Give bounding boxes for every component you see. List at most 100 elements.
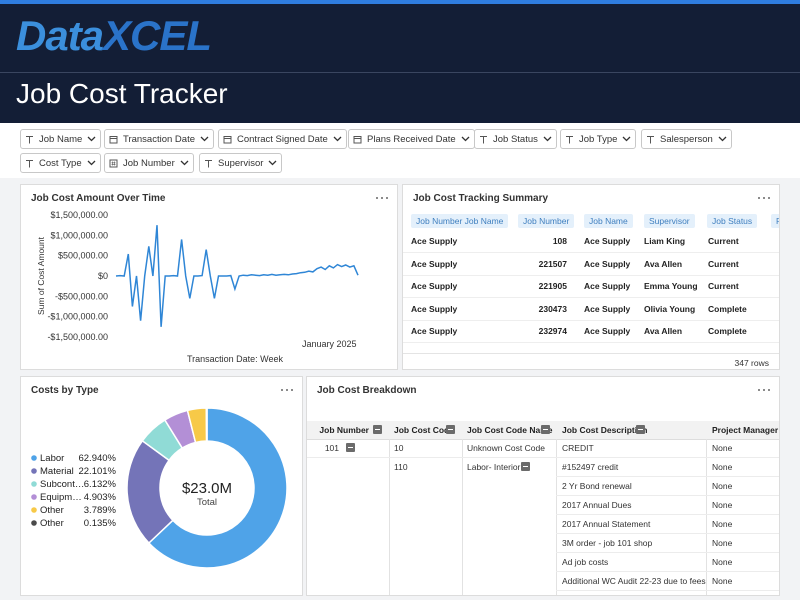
chevron <box>87 160 96 166</box>
collapse-icon[interactable] <box>346 443 355 452</box>
filter-chip[interactable]: Salesperson <box>641 129 732 149</box>
menu-dot <box>758 197 760 199</box>
menu-dot <box>381 197 383 199</box>
chevron <box>87 136 96 142</box>
data-line <box>115 225 359 327</box>
more-menu[interactable] <box>757 195 771 201</box>
table-cell: 2017 Annual Dues <box>562 500 632 510</box>
filter-icon <box>205 159 212 167</box>
center-value: $23.0M <box>182 480 232 497</box>
header: DataXCEL Job Cost Tracker <box>0 0 800 123</box>
more-menu[interactable] <box>375 195 389 201</box>
menu-dot <box>763 389 765 391</box>
legend-swatch <box>31 494 37 500</box>
filter-chip[interactable]: Supervisor <box>199 153 283 173</box>
table-cell: Ace Supply <box>411 303 458 314</box>
column-header[interactable]: Job Number <box>518 214 575 228</box>
y-tick-label: -$500,000.00 <box>55 291 108 301</box>
filter-chip[interactable]: Transaction Date <box>104 129 214 149</box>
x-axis-title: Transaction Date: Week <box>187 354 284 364</box>
chevron <box>333 136 342 142</box>
legend-swatch <box>31 481 37 487</box>
collapse-icon[interactable] <box>521 462 530 471</box>
filter-chip[interactable]: Cost Type <box>20 153 101 173</box>
column-divider <box>556 439 557 595</box>
icon-shape <box>543 136 552 142</box>
chevron <box>622 136 631 142</box>
collapse-icon[interactable] <box>541 425 550 434</box>
legend-label: Subcont… <box>40 479 84 490</box>
column-header[interactable]: Job Status <box>707 214 758 228</box>
filter-icon <box>109 159 118 167</box>
filter-label: Job Type <box>579 133 618 145</box>
panel: Job Cost Amount Over Time $1,500,000.00 $… <box>20 184 398 370</box>
table-cell: None <box>712 519 733 529</box>
icon-shape <box>109 135 118 143</box>
icon-shape <box>480 135 487 143</box>
legend-swatch <box>31 468 37 474</box>
legend-value: 0.135% <box>84 518 117 529</box>
legend-value: 4.903% <box>84 492 117 503</box>
filter-chip[interactable]: Job Number <box>104 153 194 173</box>
legend-swatch <box>31 455 37 461</box>
row-divider <box>556 533 779 534</box>
more-menu[interactable] <box>280 387 294 393</box>
column-header[interactable]: Supervisor <box>644 214 695 228</box>
legend-value: 6.132% <box>84 479 117 490</box>
icon-shape <box>26 135 33 143</box>
collapse-icon[interactable] <box>636 425 645 434</box>
table-cell: Olivia Young <box>644 303 696 314</box>
menu-dot <box>763 197 765 199</box>
column-header[interactable]: Job Number Job Name <box>411 214 509 228</box>
table-cell: 10 <box>394 443 404 453</box>
column-header[interactable]: P <box>771 214 779 228</box>
menu-dot <box>758 389 760 391</box>
collapse-icon[interactable] <box>446 425 455 434</box>
legend-label: Material <box>40 466 74 477</box>
filter-chip[interactable]: Plans Received Date <box>348 129 475 149</box>
table-cell: 2017 Annual Statement <box>562 519 651 529</box>
table-cell: None <box>712 538 733 548</box>
table-cell: Ace Supply <box>584 326 631 336</box>
icon-shape <box>268 160 277 166</box>
collapse-icon[interactable] <box>373 425 382 434</box>
icon-shape <box>353 135 362 143</box>
filter-label: Transaction Date <box>123 133 195 145</box>
logo-text: XCEL <box>103 12 212 59</box>
filter-chip[interactable]: Job Name <box>20 129 102 149</box>
table-cell: Ace Supply <box>411 236 458 246</box>
table-cell: Liam King <box>644 236 686 246</box>
filter-chip[interactable]: Contract Signed Date <box>218 129 347 149</box>
more-menu[interactable] <box>757 387 771 393</box>
menu-dot <box>286 389 288 391</box>
chevron <box>180 160 189 166</box>
table-cell: 221905 <box>538 281 567 291</box>
table-cell: Labor- Interior <box>467 462 521 472</box>
row-divider <box>403 274 779 276</box>
menu-dot <box>768 389 770 391</box>
menu-dot <box>281 389 283 391</box>
icon-bar <box>543 429 548 430</box>
column-header: Project Manager <box>712 425 779 435</box>
filter-chip[interactable]: Job Status <box>474 129 557 149</box>
table-cell: 110 <box>394 462 408 472</box>
table-cell: None <box>712 481 733 491</box>
legend-label: Labor <box>40 453 64 464</box>
table-cell: Ace Supply <box>411 326 458 336</box>
icon-shape <box>87 136 96 142</box>
chevron <box>543 136 552 142</box>
filter-chip[interactable]: Job Type <box>560 129 637 149</box>
y-tick-label: $1,000,000.00 <box>50 230 108 240</box>
table-cell: Complete <box>708 303 747 314</box>
legend-label: Equipm… <box>40 492 82 503</box>
chevron <box>461 136 470 142</box>
table-cell: 232974 <box>538 326 567 336</box>
table-cell: Ace Supply <box>584 236 631 246</box>
column-divider <box>389 439 390 595</box>
menu-dot <box>386 197 388 199</box>
filter-icon <box>109 135 118 143</box>
column-header[interactable]: Job Name <box>584 214 633 228</box>
filter-label: Plans Received Date <box>367 133 456 145</box>
